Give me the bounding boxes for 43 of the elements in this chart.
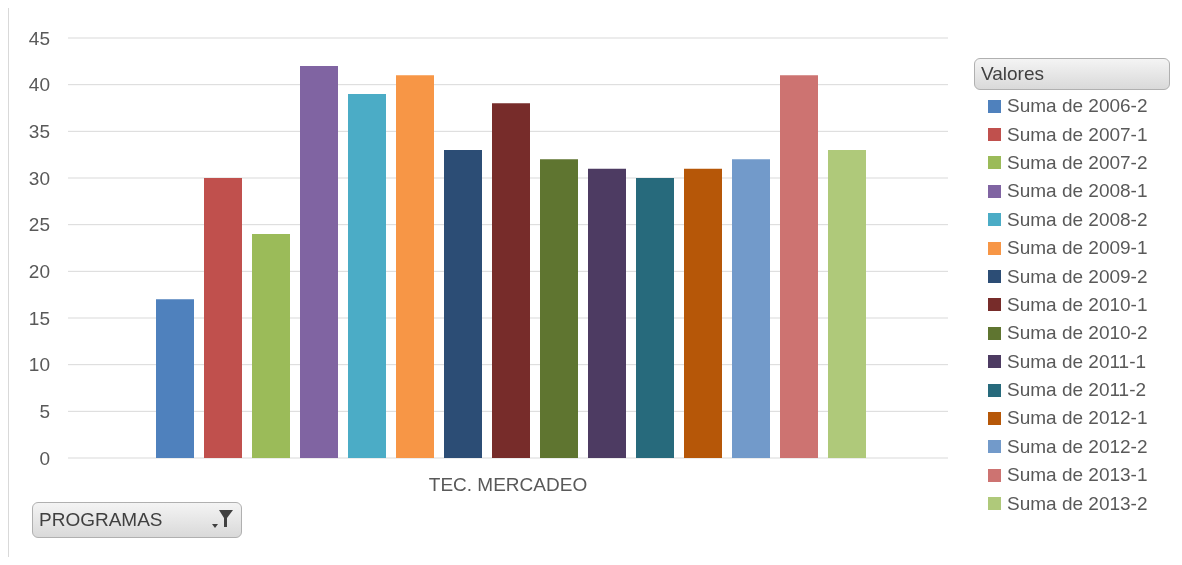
y-tick-label: 20 xyxy=(28,261,50,283)
bar xyxy=(828,150,866,458)
bar xyxy=(780,75,818,458)
bar xyxy=(732,159,770,458)
y-tick-label: 35 xyxy=(28,121,50,143)
legend-label: Suma de 2010-2 xyxy=(1007,322,1148,345)
x-tick-label: TEC. MERCADEO xyxy=(428,474,588,496)
legend-label: Suma de 2011-1 xyxy=(1007,350,1147,373)
legend-label: Suma de 2006-2 xyxy=(1007,95,1148,118)
y-tick-label: 10 xyxy=(28,354,50,376)
legend-label: Suma de 2010-1 xyxy=(1007,293,1148,316)
y-tick-label: 45 xyxy=(28,27,50,49)
bar xyxy=(252,234,290,458)
legend-label: Suma de 2012-2 xyxy=(1007,435,1148,458)
y-tick-label: 25 xyxy=(28,214,50,236)
bar xyxy=(444,150,482,458)
legend-label: Suma de 2012-1 xyxy=(1007,407,1148,430)
bar xyxy=(396,75,434,458)
legend-label: Suma de 2007-2 xyxy=(1007,151,1148,174)
bar xyxy=(204,178,242,458)
bar xyxy=(636,178,674,458)
y-tick-label: 15 xyxy=(28,307,50,329)
legend-label: Suma de 2009-1 xyxy=(1007,237,1148,260)
legend-label: Suma de 2013-1 xyxy=(1007,464,1148,487)
legend-label: Suma de 2013-2 xyxy=(1007,492,1148,515)
text: PROGRAMAS xyxy=(39,509,163,531)
legend-label: Suma de 2011-2 xyxy=(1007,379,1147,402)
bar xyxy=(588,168,626,458)
legend-label: Suma de 2009-2 xyxy=(1007,265,1148,288)
bar xyxy=(156,299,194,458)
bar xyxy=(300,66,338,458)
legend-label: Suma de 2008-2 xyxy=(1007,208,1148,231)
bar xyxy=(540,159,578,458)
bar xyxy=(684,168,722,458)
y-tick-label: 0 xyxy=(39,447,50,469)
legend-label: Suma de 2008-1 xyxy=(1007,180,1148,203)
legend-label: Suma de 2007-1 xyxy=(1007,123,1148,146)
y-tick-label: 30 xyxy=(28,167,50,189)
bar xyxy=(348,94,386,458)
bar xyxy=(492,103,530,458)
y-tick-label: 5 xyxy=(39,401,50,423)
y-tick-label: 40 xyxy=(28,74,50,96)
legend-title: Valores xyxy=(974,58,1170,90)
